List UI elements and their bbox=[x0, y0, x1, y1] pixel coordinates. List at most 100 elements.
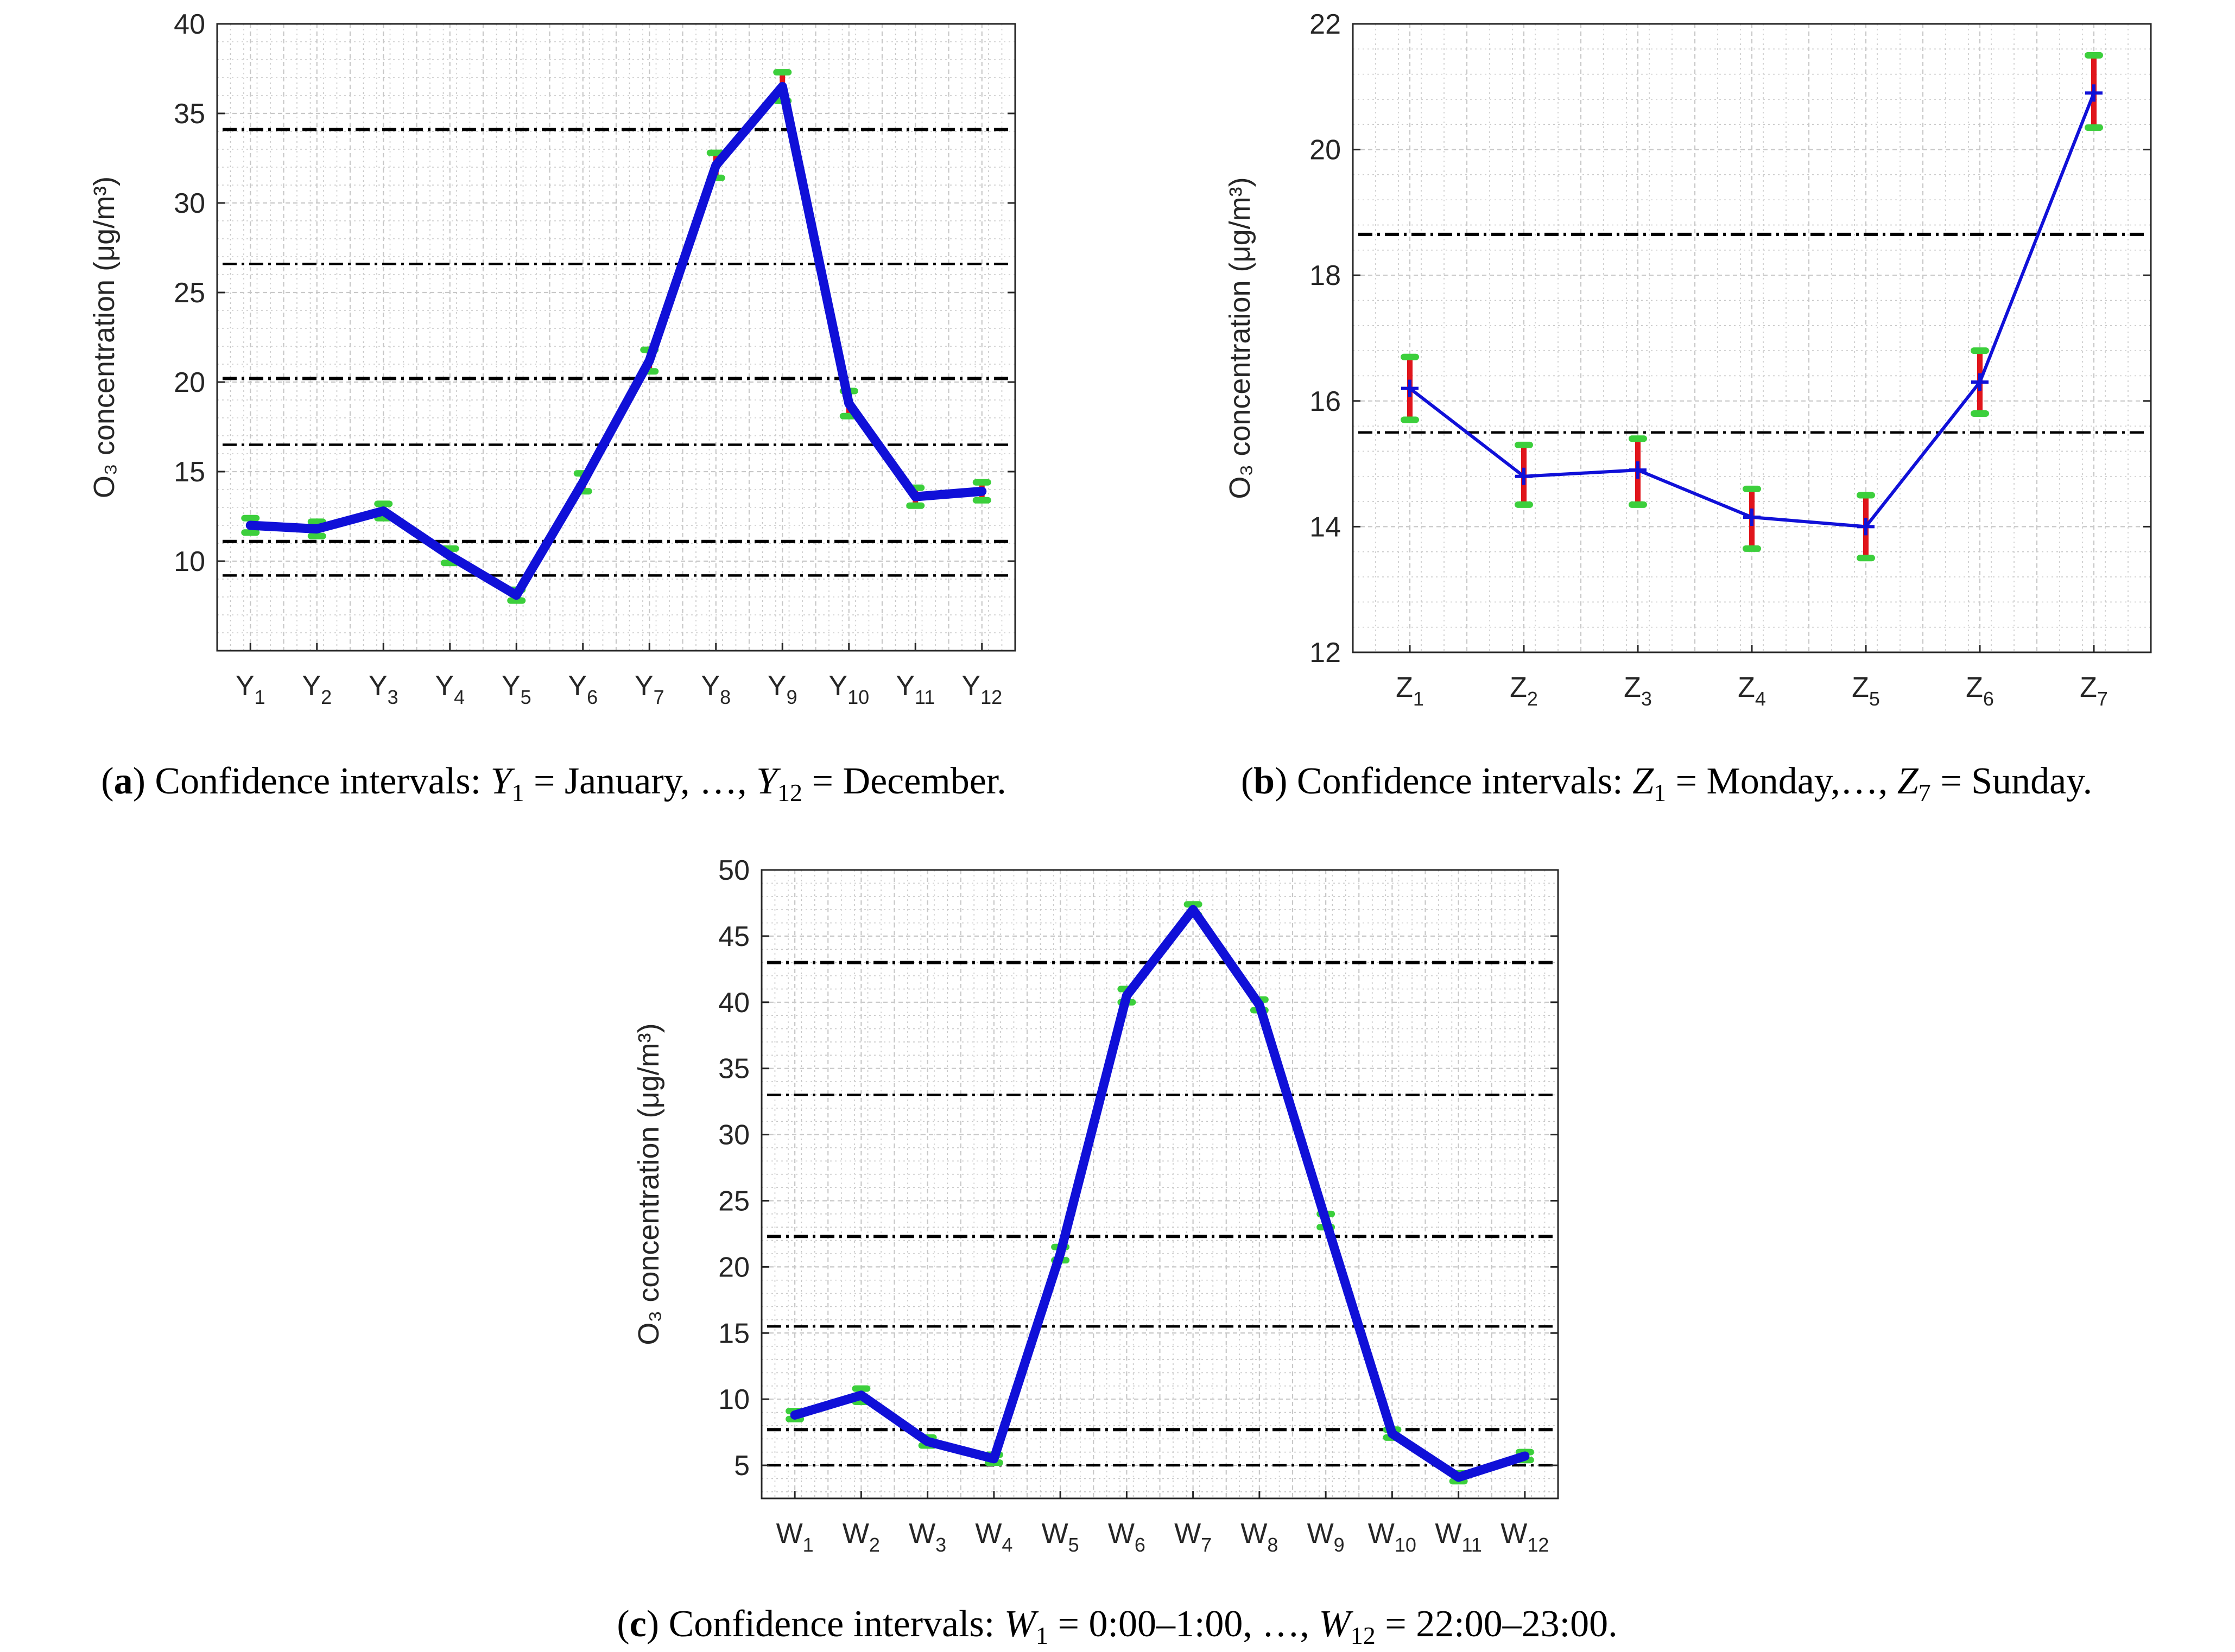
panel-c-y-tick-label: 35 bbox=[718, 1053, 750, 1085]
panel-a-y-tick-label: 10 bbox=[174, 546, 205, 577]
panel-a-x-tick-label: Y8 bbox=[701, 670, 731, 708]
panel-c-grid bbox=[762, 869, 1558, 1498]
panel-c-data-point bbox=[1058, 1251, 1063, 1256]
panel-c-y-tick-label: 5 bbox=[734, 1450, 750, 1482]
panel-b-data-point bbox=[1857, 518, 1875, 536]
panel-b-x-tick-label: Z4 bbox=[1738, 672, 1766, 710]
panel-a-y-tick-label: 30 bbox=[174, 188, 205, 219]
panel-a-y-tick-label: 25 bbox=[174, 277, 205, 309]
panel-b-y-tick-label: 12 bbox=[1309, 637, 1341, 669]
panel-c-x-tick-label: W10 bbox=[1368, 1518, 1416, 1556]
panel-a-x-tick-label: Y6 bbox=[568, 670, 598, 708]
panel-a-x-tick-label: Y2 bbox=[302, 670, 332, 708]
panel-b-x-tick-label: Z3 bbox=[1624, 672, 1652, 710]
panel-c-data-point bbox=[1324, 1218, 1328, 1223]
panel-a-data-point bbox=[314, 526, 319, 531]
panel-a-grid bbox=[217, 23, 1015, 652]
panel-c-x-tick-label: W4 bbox=[975, 1518, 1012, 1556]
panel-c-data-point bbox=[925, 1439, 930, 1444]
panel-c-plot: 5 10 15 20 25 30 35 40 45 50 W1 W2 W3 W4 W5 W6 W7 W8 W9 W10… bbox=[632, 855, 1559, 1556]
panel-a-y-axis-label: O₃ concentration (μg/m³) bbox=[88, 176, 121, 498]
panel-a-caption: (a) Confidence intervals: Y1 = January, … bbox=[101, 760, 1006, 806]
panel-a-x-tick-label: Y10 bbox=[828, 670, 869, 708]
panel-b-x-tick-label: Z1 bbox=[1396, 672, 1424, 710]
panel-c-y-tick-label: 20 bbox=[718, 1251, 750, 1283]
panel-a-y-tick-label: 35 bbox=[174, 98, 205, 130]
panel-c-data-point bbox=[1390, 1431, 1395, 1436]
panel-a-y-tick-label: 40 bbox=[174, 9, 205, 40]
panel-a-data-point bbox=[248, 523, 253, 528]
panel-a-data-point bbox=[580, 480, 585, 485]
panel-b-x-tick-label: Z2 bbox=[1510, 672, 1538, 710]
panel-c-x-tick-label: W5 bbox=[1042, 1518, 1079, 1556]
panel-b-y-tick-label: 20 bbox=[1309, 135, 1341, 166]
panel-a-data-point bbox=[846, 401, 851, 406]
panel-c-y-tick-label: 50 bbox=[718, 855, 750, 886]
panel-b-y-tick-label: 22 bbox=[1309, 9, 1341, 40]
panel-c-hourly-chart: 5 10 15 20 25 30 35 40 45 50 W1 W2 W3 W4 W5 W6 W7 W8 W9 W10… bbox=[617, 855, 1617, 1649]
panel-b-data-point bbox=[1971, 373, 1989, 391]
panel-c-x-tick-label: W7 bbox=[1174, 1518, 1212, 1556]
panel-c-x-tick-label: W11 bbox=[1435, 1518, 1481, 1556]
panel-c-caption: (c) Confidence intervals: W1 = 0:00–1:00… bbox=[617, 1603, 1617, 1649]
panel-c-data-point bbox=[1124, 993, 1129, 998]
panel-a-y-tick-label: 15 bbox=[174, 456, 205, 488]
panel-c-x-tick-label: W8 bbox=[1240, 1518, 1278, 1556]
panel-b-y-tick-label: 14 bbox=[1309, 511, 1341, 543]
panel-a-x-tick-label: Y4 bbox=[435, 670, 465, 708]
panel-a-x-tick-label: Y12 bbox=[961, 670, 1002, 708]
panel-a-data-point bbox=[647, 358, 652, 363]
panel-a-series-line bbox=[245, 82, 987, 600]
panel-c-y-tick-label: 15 bbox=[718, 1318, 750, 1349]
panel-c-series-line bbox=[790, 905, 1530, 1482]
panel-a-x-tick-label: Y9 bbox=[768, 670, 797, 708]
panel-b-x-tick-label: Z7 bbox=[2080, 672, 2108, 710]
panel-a-x-tick-label: Y5 bbox=[502, 670, 531, 708]
panel-c-x-tick-label: W12 bbox=[1500, 1518, 1549, 1556]
panel-b-x-tick-label: Z5 bbox=[1852, 672, 1880, 710]
panel-b-data-point bbox=[1743, 509, 1761, 526]
panel-a-axes-frame bbox=[216, 23, 1016, 652]
panel-c-data-point bbox=[1456, 1475, 1461, 1479]
panel-c-x-tick-label: W2 bbox=[843, 1518, 880, 1556]
panel-b-y-tick-label: 18 bbox=[1309, 260, 1341, 291]
panel-a-monthly-chart: 10 15 20 25 30 35 40 Y1 Y2 Y3 Y4 Y5 Y6 Y7 Y8 Y9 Y10 Y11 Y1… bbox=[88, 9, 1016, 806]
panel-b-x-tick-label: Z6 bbox=[1966, 672, 1994, 710]
panel-c-x-tick-label: W1 bbox=[776, 1518, 814, 1556]
panel-a-plot: 10 15 20 25 30 35 40 Y1 Y2 Y3 Y4 Y5 Y6 Y7 Y8 Y9 Y10 Y11 Y1… bbox=[88, 9, 1016, 708]
panel-c-data-point bbox=[1257, 1002, 1262, 1007]
panel-a-x-tick-label: Y1 bbox=[236, 670, 265, 708]
panel-c-data-point bbox=[1191, 907, 1195, 912]
panel-c-y-axis-label: O₃ concentration (μg/m³) bbox=[632, 1023, 665, 1345]
panel-c-y-tick-label: 40 bbox=[718, 987, 750, 1019]
panel-a-data-point bbox=[713, 163, 718, 168]
panel-b-plot: 12 14 16 18 20 22 Z1 Z2 Z3 Z4 Z5 Z6 Z7 O₃ concentrati… bbox=[1224, 9, 2152, 710]
panel-a-x-tick-label: Y7 bbox=[635, 670, 664, 708]
panel-c-x-tick-label: W6 bbox=[1108, 1518, 1145, 1556]
panel-a-data-point bbox=[979, 489, 984, 494]
panel-a-x-tick-label: Y3 bbox=[369, 670, 398, 708]
panel-b-data-point bbox=[1515, 467, 1533, 485]
panel-a-data-point bbox=[780, 84, 785, 89]
panel-a-data-point bbox=[447, 554, 452, 558]
panel-a-data-point bbox=[381, 509, 386, 513]
panel-a-data-point bbox=[913, 494, 918, 499]
panel-a-x-tick-label: Y11 bbox=[896, 670, 935, 708]
panel-b-weekday-chart: 12 14 16 18 20 22 Z1 Z2 Z3 Z4 Z5 Z6 Z7 O₃ concentrati… bbox=[1224, 9, 2152, 806]
panel-c-y-tick-label: 30 bbox=[718, 1120, 750, 1151]
panel-b-data-point bbox=[1629, 461, 1647, 479]
panel-b-data-point bbox=[1401, 379, 1419, 397]
panel-c-data-point bbox=[793, 1413, 797, 1418]
panel-c-data-point bbox=[1522, 1453, 1527, 1458]
panel-a-y-tick-label: 20 bbox=[174, 367, 205, 398]
panel-c-x-tick-label: W3 bbox=[909, 1518, 946, 1556]
panel-c-data-point bbox=[859, 1393, 864, 1397]
panel-c-x-tick-label: W9 bbox=[1307, 1518, 1345, 1556]
panel-b-caption: (b) Confidence intervals: Z1 = Monday,…,… bbox=[1241, 760, 2092, 806]
panel-c-y-tick-label: 45 bbox=[718, 921, 750, 952]
panel-b-y-tick-label: 16 bbox=[1309, 386, 1341, 417]
panel-b-y-axis-label: O₃ concentration (μg/m³) bbox=[1224, 177, 1256, 499]
panel-a-data-point bbox=[514, 593, 519, 598]
panel-c-axes-frame bbox=[761, 869, 1559, 1499]
